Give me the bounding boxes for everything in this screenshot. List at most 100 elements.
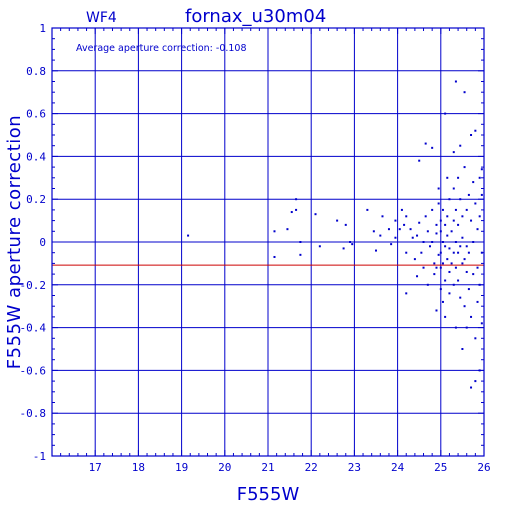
data-point bbox=[439, 251, 442, 254]
data-point bbox=[299, 241, 302, 243]
data-point bbox=[467, 193, 470, 196]
data-point bbox=[441, 262, 444, 265]
data-point bbox=[400, 208, 403, 211]
data-point bbox=[405, 215, 408, 218]
x-tick-label: 17 bbox=[89, 461, 102, 474]
data-point bbox=[390, 243, 393, 246]
y-tick-label: 0.6 bbox=[26, 108, 46, 121]
data-point bbox=[299, 253, 302, 256]
data-point bbox=[418, 221, 421, 224]
data-point bbox=[446, 176, 449, 179]
data-point bbox=[457, 223, 460, 226]
y-tick-label: 1 bbox=[39, 22, 46, 35]
y-tick-labels: 1 0.8 0.6 0.4 0.2 0 -0.2 -0.4 -0.6 -0.8 -1 bbox=[20, 22, 47, 463]
data-point bbox=[439, 230, 442, 233]
data-point bbox=[394, 236, 397, 239]
data-point bbox=[454, 241, 457, 243]
data-point bbox=[465, 326, 468, 329]
data-point bbox=[295, 198, 298, 201]
data-point bbox=[418, 159, 421, 162]
data-point bbox=[431, 146, 434, 149]
data-point bbox=[387, 228, 390, 231]
data-point bbox=[457, 251, 460, 254]
data-point bbox=[444, 315, 447, 318]
data-point bbox=[476, 266, 479, 269]
data-point bbox=[314, 213, 317, 216]
data-point bbox=[381, 215, 384, 218]
data-point bbox=[439, 219, 442, 222]
data-point bbox=[457, 279, 460, 282]
data-point bbox=[441, 300, 444, 303]
x-tick-labels: 17 18 19 20 21 22 23 24 25 26 bbox=[89, 461, 491, 474]
data-point bbox=[459, 245, 462, 248]
data-point bbox=[472, 181, 475, 184]
data-point bbox=[470, 315, 473, 318]
data-point bbox=[433, 273, 436, 276]
data-point bbox=[424, 142, 427, 145]
data-point bbox=[273, 230, 276, 233]
data-point bbox=[461, 348, 464, 350]
data-point bbox=[437, 253, 440, 256]
data-point bbox=[366, 208, 369, 211]
data-point bbox=[416, 275, 419, 278]
data-point bbox=[351, 243, 354, 246]
x-tick-label: 25 bbox=[434, 461, 447, 474]
data-point bbox=[344, 223, 347, 226]
chart-title: fornax_u30m04 bbox=[185, 6, 326, 27]
data-point bbox=[424, 215, 427, 218]
data-point bbox=[474, 337, 477, 340]
data-point bbox=[452, 219, 455, 222]
x-tick-label: 21 bbox=[261, 461, 274, 474]
data-point bbox=[416, 234, 419, 237]
data-point bbox=[349, 241, 352, 243]
y-tick-label: 0.8 bbox=[26, 65, 46, 78]
y-axis-label: F555W aperture correction bbox=[4, 115, 25, 369]
data-point bbox=[413, 258, 416, 261]
x-tick-label: 18 bbox=[132, 461, 145, 474]
y-tick-label: -0.6 bbox=[20, 364, 47, 377]
data-point bbox=[441, 208, 444, 211]
y-tick-label: -0.4 bbox=[20, 322, 47, 335]
data-point bbox=[290, 211, 293, 214]
data-point bbox=[411, 236, 414, 239]
data-point bbox=[318, 245, 321, 248]
data-point bbox=[431, 241, 434, 243]
data-point bbox=[435, 266, 438, 269]
data-point bbox=[439, 288, 442, 291]
data-point bbox=[426, 230, 429, 233]
data-point bbox=[444, 112, 447, 115]
data-point bbox=[463, 305, 466, 308]
data-point bbox=[463, 258, 466, 261]
data-point bbox=[474, 202, 477, 205]
y-tick-label: -1 bbox=[33, 450, 46, 463]
data-point bbox=[457, 176, 460, 179]
data-point bbox=[459, 144, 462, 147]
data-point bbox=[448, 270, 451, 273]
data-point bbox=[454, 266, 457, 269]
data-point bbox=[454, 80, 457, 83]
data-point bbox=[480, 322, 483, 325]
data-point bbox=[452, 251, 455, 254]
data-point bbox=[446, 258, 449, 261]
data-point bbox=[450, 230, 453, 233]
data-point bbox=[403, 223, 406, 226]
data-point bbox=[459, 296, 462, 299]
data-point bbox=[470, 134, 473, 136]
data-point bbox=[444, 223, 447, 226]
data-point bbox=[444, 245, 447, 248]
data-point bbox=[465, 245, 468, 248]
x-axis-label: F555W bbox=[237, 484, 300, 505]
data-point bbox=[435, 223, 438, 226]
data-point bbox=[437, 187, 440, 190]
x-tick-label: 20 bbox=[218, 461, 231, 474]
grid bbox=[52, 28, 484, 456]
average-annotation: Average aperture correction: -0.108 bbox=[76, 43, 247, 54]
data-point bbox=[452, 151, 455, 154]
data-point bbox=[394, 219, 397, 222]
data-point bbox=[422, 266, 425, 269]
data-point bbox=[476, 300, 479, 303]
data-point bbox=[474, 129, 477, 132]
data-point bbox=[286, 228, 289, 231]
data-point bbox=[452, 283, 455, 286]
